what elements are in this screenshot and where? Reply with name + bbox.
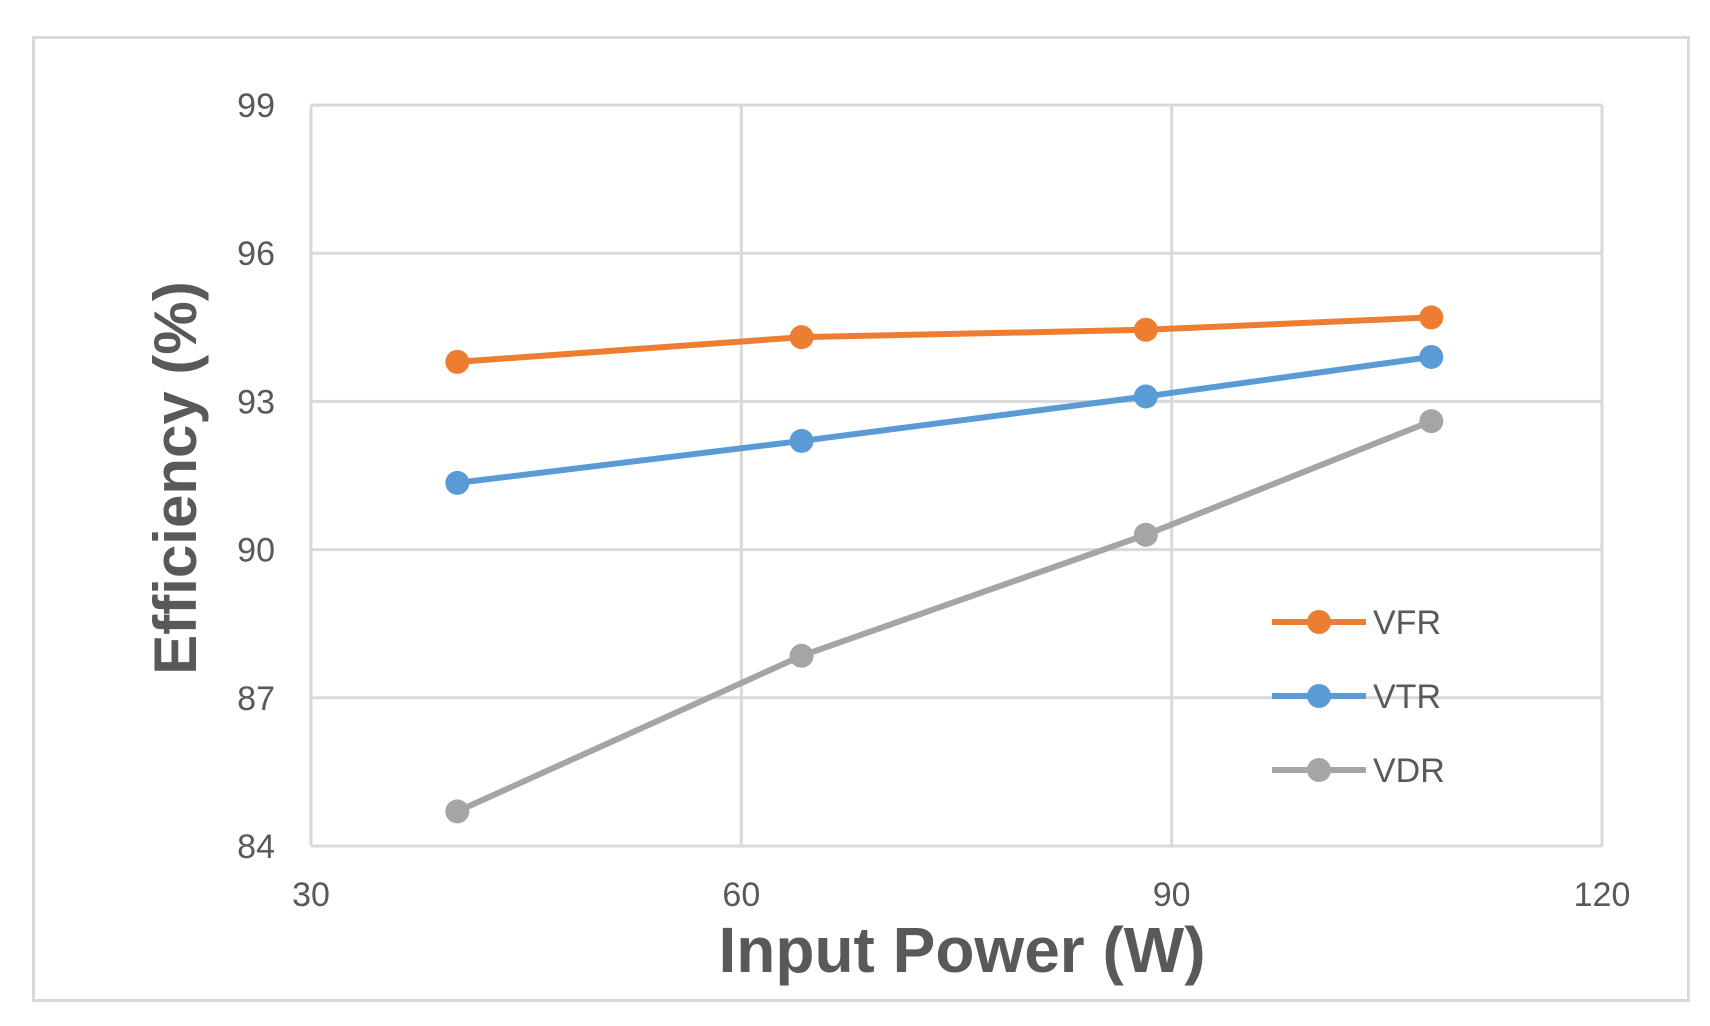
y-tick-label: 99 xyxy=(237,87,275,125)
grid xyxy=(309,103,1604,848)
legend: VFR VTR VDR xyxy=(1272,604,1445,790)
y-tick-label: 96 xyxy=(237,235,275,273)
data-point-vtr xyxy=(445,470,470,495)
x-tick-labels: 30 60 90 120 xyxy=(292,876,1630,914)
data-point-vdr xyxy=(789,643,814,668)
x-tick-label: 60 xyxy=(722,876,760,914)
y-tick-label: 87 xyxy=(237,680,275,718)
data-point-vdr xyxy=(1133,522,1158,547)
y-tick-label: 84 xyxy=(237,828,275,866)
legend-marker-vdr xyxy=(1307,758,1331,782)
data-point-vfr xyxy=(1133,317,1158,342)
legend-label-vfr: VFR xyxy=(1373,604,1441,642)
x-tick-label: 90 xyxy=(1153,876,1191,914)
legend-label-vtr: VTR xyxy=(1373,678,1441,716)
legend-label-vdr: VDR xyxy=(1373,752,1445,790)
data-point-vdr xyxy=(445,799,470,824)
legend-marker-vtr xyxy=(1307,684,1331,708)
data-point-vtr xyxy=(789,428,814,453)
data-point-vtr xyxy=(1133,384,1158,409)
data-point-vfr xyxy=(445,349,470,374)
series-line-vtr xyxy=(456,353,1432,486)
y-tick-label: 93 xyxy=(237,383,275,421)
x-tick-label: 30 xyxy=(292,876,330,914)
x-axis-title: Input Power (W) xyxy=(718,914,1205,986)
data-point-vfr xyxy=(789,325,814,350)
legend-marker-vfr xyxy=(1307,610,1331,634)
series-line-vdr xyxy=(456,418,1433,815)
series-lines xyxy=(445,305,1444,824)
x-tick-label: 120 xyxy=(1574,876,1631,914)
series-line-vfr xyxy=(457,314,1432,365)
data-point-vfr xyxy=(1419,305,1444,330)
chart-frame xyxy=(32,36,1690,1002)
y-tick-label: 90 xyxy=(237,532,275,570)
data-point-vtr xyxy=(1419,344,1444,369)
y-axis-title: Efficiency (%) xyxy=(142,281,209,674)
y-tick-labels: 84 87 90 93 96 99 xyxy=(237,87,275,866)
data-point-vdr xyxy=(1419,409,1444,434)
